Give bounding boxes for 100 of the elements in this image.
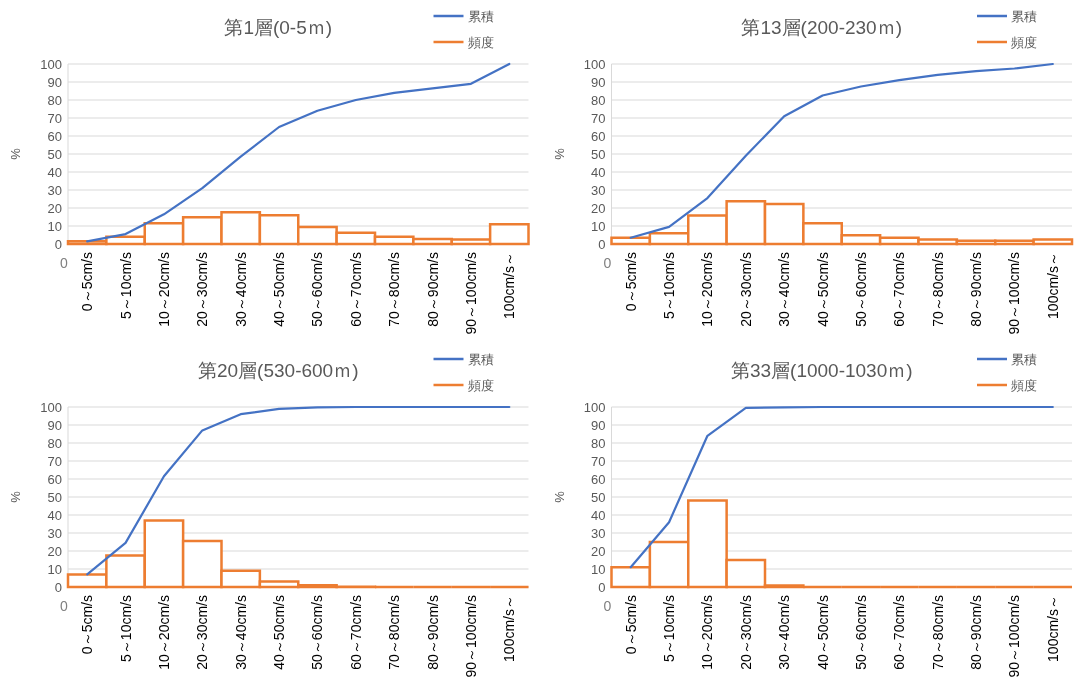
legend-label: 頻度 bbox=[467, 378, 494, 393]
x-tick-label: 70～80cm/s bbox=[386, 252, 403, 327]
x-tick-label: 70～80cm/s bbox=[929, 252, 946, 327]
y-tick-label: 40 bbox=[47, 507, 62, 523]
x-tick-label: 30～40cm/s bbox=[776, 595, 793, 670]
x-tick-label: 40～50cm/s bbox=[271, 252, 288, 327]
x-tick-label: 10～20cm/s bbox=[155, 595, 172, 670]
y-tick-label: 70 bbox=[47, 110, 62, 126]
x-tick-label: 20～30cm/s bbox=[194, 252, 211, 327]
y-tick-label: 50 bbox=[47, 146, 62, 162]
y-tick-label: 10 bbox=[591, 218, 606, 234]
x-tick-label: 100cm/s～ bbox=[501, 252, 518, 319]
x-tick-label: 10～20cm/s bbox=[699, 595, 716, 670]
x-tick-label: 5～10cm/s bbox=[661, 595, 678, 662]
x-tick-label: 20～30cm/s bbox=[737, 252, 754, 327]
y-tick-label: 0 bbox=[598, 579, 606, 595]
y-axis-title: % bbox=[551, 490, 567, 503]
x-tick-label: 70～80cm/s bbox=[386, 595, 403, 670]
x-tick-label: 60～70cm/s bbox=[891, 252, 908, 327]
x-tick-label: 30～40cm/s bbox=[776, 252, 793, 327]
y-tick-label: 40 bbox=[47, 164, 62, 180]
x-tick-label: 5～10cm/s bbox=[117, 252, 134, 319]
x-tick-label: 0～5cm/s bbox=[79, 252, 96, 312]
y-tick-label: 10 bbox=[47, 561, 62, 577]
y-tick-label: 30 bbox=[47, 525, 62, 541]
x-tick-label: 0～5cm/s bbox=[79, 595, 96, 655]
x-tick-label: 40～50cm/s bbox=[814, 595, 831, 670]
x-tick-label: 20～30cm/s bbox=[194, 595, 211, 670]
y-tick-label: 40 bbox=[591, 507, 606, 523]
x-tick-label: 10～20cm/s bbox=[699, 252, 716, 327]
y-axis-title: % bbox=[8, 147, 23, 160]
y-tick-label: 20 bbox=[47, 543, 62, 559]
y-tick-label: 0 bbox=[54, 236, 62, 252]
y-tick-label: 80 bbox=[47, 92, 62, 108]
y-tick-label: 20 bbox=[591, 543, 606, 559]
x-tick-label: 60～70cm/s bbox=[347, 595, 364, 670]
chart-title: 第1層(0-5ｍ) bbox=[224, 17, 333, 38]
y-tick-label: 60 bbox=[591, 471, 606, 487]
x-tick-label: 30～40cm/s bbox=[232, 595, 249, 670]
line-series bbox=[629, 62, 1054, 239]
y-axis-title: % bbox=[8, 490, 23, 503]
legend-label: 累積 bbox=[467, 9, 494, 24]
y-tick-label: 100 bbox=[40, 56, 62, 72]
y-tick-label: 90 bbox=[591, 417, 606, 433]
y-tick-label: 0 bbox=[54, 579, 62, 595]
y-tick-label: 50 bbox=[591, 146, 606, 162]
y-tick-label: 100 bbox=[583, 56, 606, 72]
x-tick-label: 80～90cm/s bbox=[968, 595, 985, 670]
x-tick-label: 80～90cm/s bbox=[424, 252, 441, 327]
x-tick-label: 20～30cm/s bbox=[737, 595, 754, 670]
y-tick-label: 80 bbox=[47, 435, 62, 451]
x-tick-label: 80～90cm/s bbox=[968, 252, 985, 327]
chart-title: 第33層(1000-1030ｍ) bbox=[730, 360, 913, 381]
legend-label: 頻度 bbox=[1011, 35, 1037, 50]
legend-label: 累積 bbox=[1011, 9, 1037, 24]
x-tick-label: 90～100cm/s bbox=[462, 252, 479, 335]
y-tick-label: 0 bbox=[598, 236, 606, 252]
y-tick-label: 70 bbox=[47, 453, 62, 469]
y-tick-label: 40 bbox=[591, 164, 606, 180]
x-tick-label: 70～80cm/s bbox=[929, 595, 946, 670]
x-tick-label: 50～60cm/s bbox=[309, 252, 326, 327]
y-tick-label: 90 bbox=[591, 74, 606, 90]
x-tick-label: 0～5cm/s bbox=[622, 595, 639, 655]
y-tick-label: 20 bbox=[47, 200, 62, 216]
x-tick-label: 5～10cm/s bbox=[661, 252, 678, 319]
y-tick-label: 80 bbox=[591, 435, 606, 451]
y-tick-label: 70 bbox=[591, 453, 606, 469]
y-tick-label: 30 bbox=[47, 182, 62, 198]
legend-label: 頻度 bbox=[1011, 378, 1037, 393]
y-tick-label: 70 bbox=[591, 110, 606, 126]
y-tick-label: 60 bbox=[591, 128, 606, 144]
y-tick-label: 50 bbox=[47, 489, 62, 505]
x-tick-label: 40～50cm/s bbox=[271, 595, 288, 670]
legend-label: 累積 bbox=[1011, 352, 1037, 367]
x-tick-label: 60～70cm/s bbox=[347, 252, 364, 327]
x-tick-label: 40～50cm/s bbox=[814, 252, 831, 327]
x-tick-label: 10～20cm/s bbox=[155, 252, 172, 327]
y-tick-label: 80 bbox=[591, 92, 606, 108]
x-tick-label: 100cm/s～ bbox=[501, 595, 518, 662]
x-tick-label: 60～70cm/s bbox=[891, 595, 908, 670]
x-tick-label: 0～5cm/s bbox=[622, 252, 639, 312]
x-tick-label: 90～100cm/s bbox=[1006, 252, 1023, 335]
x-tick-label: 80～90cm/s bbox=[424, 595, 441, 670]
x-tick-label: 30～40cm/s bbox=[232, 252, 249, 327]
y-tick-label: 60 bbox=[47, 128, 62, 144]
y-tick-label: 30 bbox=[591, 182, 606, 198]
legend-label: 累積 bbox=[467, 352, 494, 367]
x-tick-label: 90～100cm/s bbox=[1006, 595, 1023, 678]
line-series bbox=[629, 405, 1054, 569]
line-series bbox=[86, 62, 511, 243]
legend-label: 頻度 bbox=[467, 35, 494, 50]
x-tick-label: 90～100cm/s bbox=[462, 595, 479, 678]
y-tick-label: 10 bbox=[591, 561, 606, 577]
y-tick-label: 10 bbox=[47, 218, 62, 234]
x-tick-label: 50～60cm/s bbox=[852, 252, 869, 327]
x-tick-label: 100cm/s～ bbox=[1044, 595, 1061, 662]
x-tick-label: 50～60cm/s bbox=[309, 595, 326, 670]
line-series bbox=[86, 405, 511, 576]
y-tick-label: 30 bbox=[591, 525, 606, 541]
y-tick-label: 90 bbox=[47, 74, 62, 90]
